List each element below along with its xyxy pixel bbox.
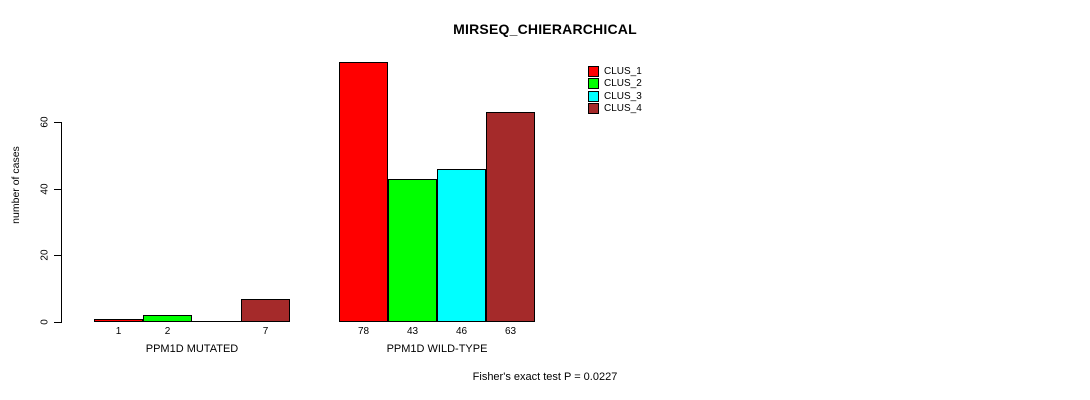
chart-title: MIRSEQ_CHIERARCHICAL bbox=[453, 21, 637, 37]
y-tick-label: 0 bbox=[39, 319, 51, 325]
legend-swatch bbox=[588, 78, 599, 90]
y-tick-label: 40 bbox=[39, 183, 51, 195]
y-tick-mark bbox=[54, 189, 61, 190]
bar bbox=[339, 62, 388, 322]
y-axis-line bbox=[61, 122, 62, 323]
bar bbox=[486, 112, 535, 322]
legend-entry: CLUS_3 bbox=[588, 90, 642, 103]
y-tick-mark bbox=[54, 322, 61, 323]
bar bbox=[143, 315, 192, 322]
bar bbox=[437, 169, 486, 322]
fisher-test-annotation: Fisher's exact test P = 0.0227 bbox=[472, 371, 618, 383]
legend-entry-label: CLUS_4 bbox=[604, 103, 642, 115]
bar-value-label: 46 bbox=[455, 326, 468, 337]
legend-swatch bbox=[588, 103, 599, 115]
bar bbox=[241, 299, 290, 322]
bar bbox=[94, 319, 143, 322]
y-tick-mark bbox=[54, 255, 61, 256]
legend-entry-label: CLUS_1 bbox=[604, 65, 642, 77]
y-tick-mark bbox=[54, 122, 61, 123]
bar bbox=[388, 179, 437, 322]
x-group-label: PPM1D WILD-TYPE bbox=[386, 343, 488, 355]
y-tick-label: 60 bbox=[39, 116, 51, 128]
bar-value-label: 43 bbox=[406, 326, 419, 337]
legend-swatch bbox=[588, 65, 599, 77]
x-group-label: PPM1D MUTATED bbox=[145, 343, 239, 355]
bar-value-label: 78 bbox=[357, 326, 370, 337]
bar-value-label: 1 bbox=[115, 326, 122, 337]
legend-swatch bbox=[588, 90, 599, 102]
bar-value-label: 7 bbox=[262, 326, 269, 337]
y-tick-label: 20 bbox=[39, 249, 51, 261]
bar-value-label: 63 bbox=[504, 326, 517, 337]
y-axis-label: number of cases bbox=[10, 146, 22, 224]
legend-entry-label: CLUS_2 bbox=[604, 78, 642, 90]
legend-entry-label: CLUS_3 bbox=[604, 90, 642, 102]
zero-height-bar bbox=[192, 321, 241, 322]
legend-entry: CLUS_2 bbox=[588, 78, 642, 91]
legend: CLUS_1 CLUS_2 CLUS_3 CLUS_4 bbox=[588, 65, 642, 115]
legend-entry: CLUS_1 bbox=[588, 65, 642, 78]
legend-entry: CLUS_4 bbox=[588, 103, 642, 116]
bar-value-label: 2 bbox=[164, 326, 171, 337]
